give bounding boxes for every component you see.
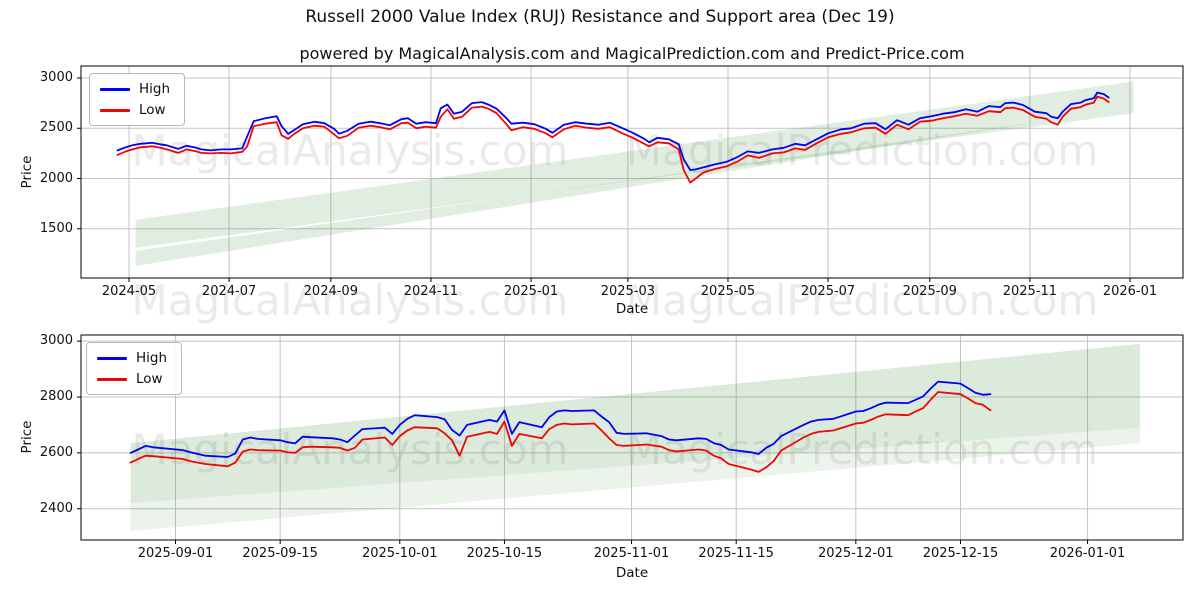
support-resistance-channel-faint [130, 427, 1140, 532]
support-resistance-channel-upper [135, 81, 1134, 248]
high-line-recent-detail [129, 380, 992, 458]
axes-frame [80, 65, 1184, 279]
plot-area-full-history [81, 66, 1183, 278]
legend-label: Low [136, 371, 163, 387]
x-axis-label-bottom-chart: Date [615, 565, 649, 581]
support-resistance-channel-main [130, 343, 1140, 504]
legend-item-low: Low [100, 103, 170, 117]
legend-line-sample [100, 87, 130, 91]
y-axis-label-top-chart: Price [19, 155, 35, 189]
legend-label: High [136, 350, 168, 366]
legend-line-sample [100, 108, 130, 112]
figure-subtitle: powered by MagicalAnalysis.com and Magic… [299, 44, 965, 63]
low-line-full-history [116, 95, 1110, 184]
x-axis-label-top-chart: Date [615, 301, 649, 317]
legend-item-high: High [97, 351, 167, 365]
legend-top-chart: High Low [89, 73, 186, 126]
legend-line-sample [97, 356, 127, 360]
figure-title: Russell 2000 Value Index (RUJ) Resistanc… [305, 7, 895, 27]
legend-bottom-chart: High Low [86, 342, 183, 395]
low-line-recent-detail [129, 391, 992, 473]
y-axis-label-bottom-chart: Price [19, 420, 35, 454]
legend-label: Low [139, 102, 166, 118]
support-resistance-channel-lower [135, 120, 1047, 266]
legend-item-low: Low [97, 372, 167, 386]
legend-item-high: High [100, 82, 170, 96]
legend-line-sample [97, 377, 127, 381]
legend-label: High [139, 81, 171, 97]
high-line-full-history [116, 91, 1110, 171]
plot-area-recent-detail [81, 335, 1183, 540]
